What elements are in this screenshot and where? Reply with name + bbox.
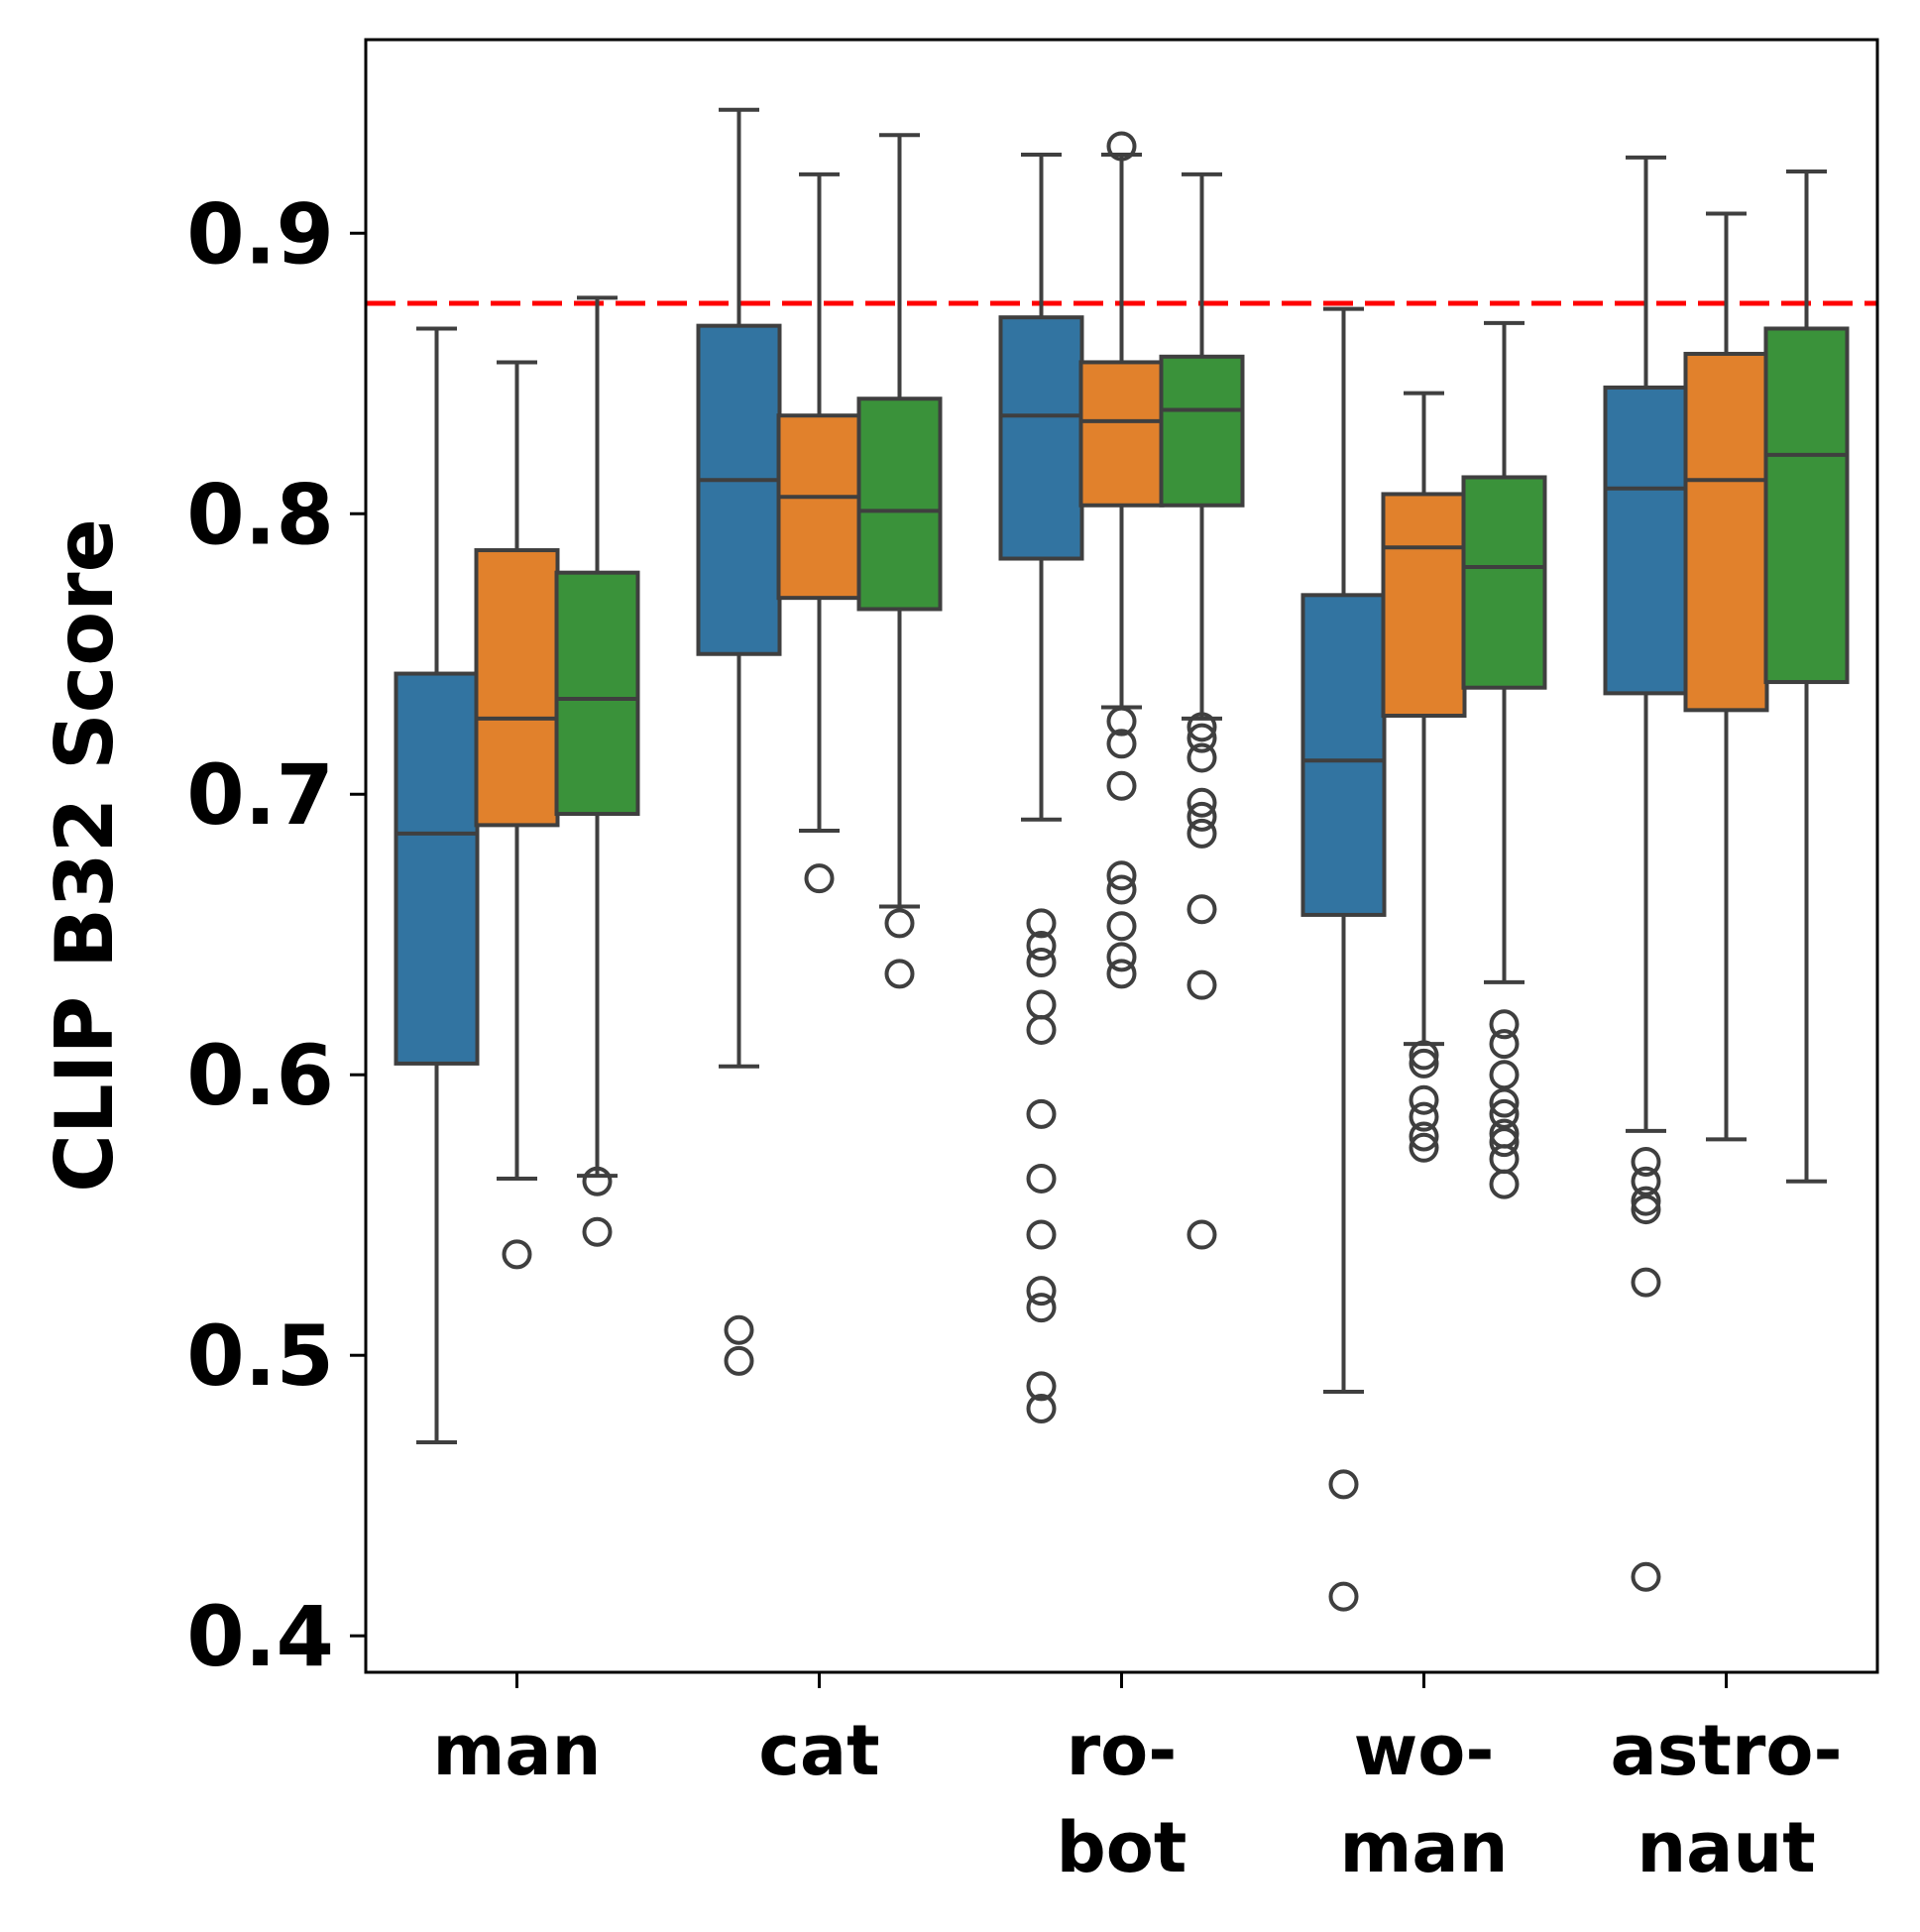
outlier-cat-series-3-2: [884, 959, 915, 989]
outlier-robot-series-1-5: [1026, 1014, 1057, 1045]
box-robot-series-2: [1078, 360, 1165, 508]
box-group-robot: [998, 131, 1245, 1423]
x-tick-label-cat: cat: [758, 1710, 879, 1791]
box-astronaut-series-3: [1763, 326, 1850, 685]
box-woman-series-3: [1461, 475, 1547, 690]
box-group-astronaut: [1603, 155, 1850, 1592]
outlier-woman-series-2-1: [1409, 1040, 1439, 1071]
outlier-robot-series-3-9: [1186, 1219, 1217, 1250]
outlier-robot-series-1-3: [1026, 948, 1057, 978]
outlier-man-series-3-2: [582, 1216, 613, 1247]
outlier-woman-series-3-7: [1489, 1127, 1520, 1158]
outlier-robot-series-2-2: [1106, 706, 1137, 737]
x-tick-label-robot: ro-bot: [1057, 1710, 1187, 1888]
outlier-robot-series-3-6: [1186, 818, 1217, 849]
box-group-man: [394, 295, 640, 1444]
outlier-robot-series-3-4: [1186, 787, 1217, 818]
outlier-woman-series-2-3: [1409, 1084, 1439, 1115]
y-tick-label: 0.4: [186, 1588, 334, 1685]
outlier-woman-series-3-9: [1489, 1169, 1520, 1199]
box-astronaut-series-2: [1683, 351, 1769, 713]
outlier-robot-series-2-4: [1106, 770, 1137, 801]
outlier-astronaut-series-1-4: [1631, 1194, 1661, 1225]
outlier-woman-series-3-3: [1489, 1060, 1520, 1090]
box-cat-series-3: [856, 397, 943, 612]
outlier-robot-series-3-5: [1186, 801, 1217, 832]
outlier-robot-series-3-2: [1186, 723, 1217, 753]
box-man-series-1: [394, 671, 480, 1066]
box-man-series-2: [474, 548, 560, 828]
outlier-robot-series-3-3: [1186, 742, 1217, 773]
outlier-robot-series-2-5: [1106, 860, 1137, 891]
y-tick-label: 0.5: [186, 1307, 334, 1405]
box-group-cat: [696, 107, 943, 1376]
box-robot-series-1: [998, 315, 1084, 561]
box-man-series-3: [554, 570, 640, 817]
x-tick-label-man: man: [432, 1710, 601, 1791]
box-robot-series-3: [1159, 354, 1245, 508]
y-tick-label: 0.9: [186, 185, 334, 283]
outlier-astronaut-series-1-5: [1631, 1267, 1661, 1298]
x-tick-label-astronaut: astro-naut: [1610, 1710, 1842, 1888]
outlier-astronaut-series-1-2: [1631, 1166, 1661, 1196]
outlier-astronaut-series-1-3: [1631, 1186, 1661, 1216]
outlier-robot-series-1-11: [1026, 1371, 1057, 1402]
outlier-robot-series-1-6: [1026, 1098, 1057, 1129]
box-group-woman: [1300, 306, 1547, 1612]
y-tick-label: 0.7: [186, 746, 334, 844]
outlier-woman-series-1-2: [1328, 1581, 1359, 1612]
outlier-astronaut-series-1-6: [1631, 1561, 1661, 1592]
outlier-robot-series-1-10: [1026, 1293, 1057, 1323]
outlier-robot-series-2-8: [1106, 942, 1137, 972]
outlier-robot-series-1-8: [1026, 1219, 1057, 1250]
outlier-robot-series-1-4: [1026, 989, 1057, 1020]
outlier-woman-series-3-8: [1489, 1144, 1520, 1175]
outlier-robot-series-2-3: [1106, 729, 1137, 759]
y-tick-label: 0.6: [186, 1027, 334, 1124]
outlier-cat-series-2-1: [804, 863, 835, 894]
outlier-woman-series-1-1: [1328, 1469, 1359, 1500]
outlier-robot-series-3-7: [1186, 894, 1217, 925]
outlier-cat-series-1-2: [724, 1345, 754, 1376]
outlier-woman-series-3-4: [1489, 1087, 1520, 1118]
outlier-woman-series-2-2: [1409, 1048, 1439, 1079]
outlier-woman-series-3-5: [1489, 1098, 1520, 1129]
outlier-man-series-2-1: [502, 1239, 532, 1270]
y-tick-label: 0.8: [186, 466, 334, 563]
outlier-robot-series-1-7: [1026, 1163, 1057, 1193]
outlier-woman-series-3-2: [1489, 1029, 1520, 1060]
outlier-robot-series-3-1: [1186, 712, 1217, 742]
box-cat-series-2: [776, 413, 862, 601]
outlier-robot-series-3-8: [1186, 969, 1217, 1000]
outlier-cat-series-1-1: [724, 1314, 754, 1345]
outlier-woman-series-2-6: [1409, 1132, 1439, 1163]
outlier-robot-series-2-7: [1106, 911, 1137, 942]
outlier-robot-series-1-9: [1026, 1276, 1057, 1307]
x-tick-label-woman: wo-man: [1339, 1710, 1508, 1888]
outlier-robot-series-2-9: [1106, 959, 1137, 989]
outlier-cat-series-3-1: [884, 908, 915, 939]
outlier-robot-series-2-6: [1106, 874, 1137, 905]
box-cat-series-1: [696, 323, 782, 656]
outlier-woman-series-2-5: [1409, 1121, 1439, 1152]
box-woman-series-1: [1300, 593, 1387, 917]
outlier-woman-series-3-1: [1489, 1009, 1520, 1040]
y-axis-title: CLIP B32 Score: [39, 518, 131, 1193]
outlier-robot-series-1-1: [1026, 908, 1057, 939]
outlier-woman-series-2-4: [1409, 1101, 1439, 1132]
outlier-robot-series-2-1: [1106, 131, 1137, 162]
box-woman-series-2: [1381, 492, 1467, 719]
outlier-astronaut-series-1-1: [1631, 1146, 1661, 1177]
box-astronaut-series-1: [1603, 385, 1689, 696]
outlier-robot-series-1-2: [1026, 931, 1057, 962]
outlier-robot-series-1-12: [1026, 1393, 1057, 1423]
outlier-man-series-3-1: [582, 1166, 613, 1196]
